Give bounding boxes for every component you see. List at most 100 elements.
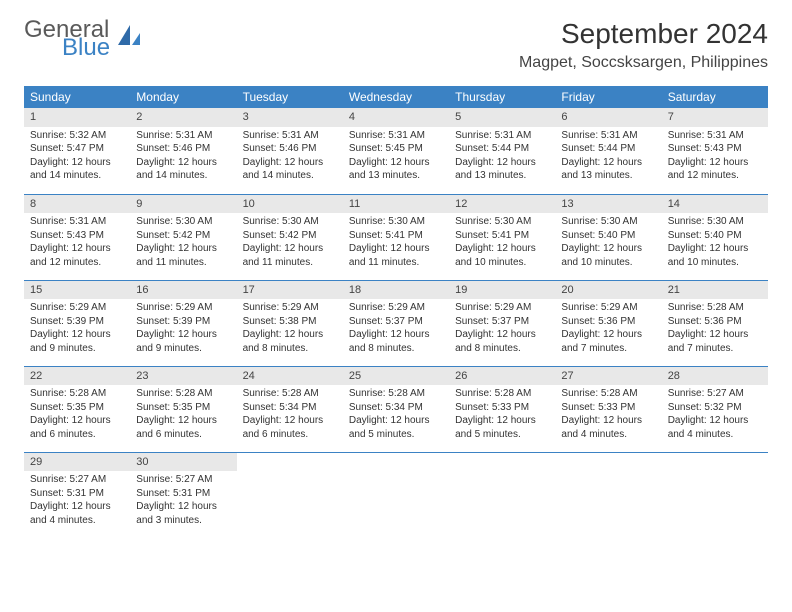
calendar-cell: 11Sunrise: 5:30 AMSunset: 5:41 PMDayligh… [343,194,449,280]
sunset-line: Sunset: 5:45 PM [349,142,443,156]
calendar-cell: 18Sunrise: 5:29 AMSunset: 5:37 PMDayligh… [343,280,449,366]
weekday-header: Monday [130,86,236,108]
daylight-line: Daylight: 12 hours and 10 minutes. [561,242,655,269]
daylight-line: Daylight: 12 hours and 8 minutes. [349,328,443,355]
day-body: Sunrise: 5:29 AMSunset: 5:39 PMDaylight:… [24,299,130,359]
sunrise-line: Sunrise: 5:30 AM [136,215,230,229]
sunset-line: Sunset: 5:36 PM [561,315,655,329]
day-number: 5 [449,108,555,127]
title-block: September 2024 Magpet, Soccsksargen, Phi… [519,18,768,72]
daylight-line: Daylight: 12 hours and 9 minutes. [30,328,124,355]
day-body: Sunrise: 5:31 AMSunset: 5:43 PMDaylight:… [24,213,130,273]
sunrise-line: Sunrise: 5:28 AM [136,387,230,401]
daylight-line: Daylight: 12 hours and 7 minutes. [561,328,655,355]
sunrise-line: Sunrise: 5:28 AM [30,387,124,401]
daylight-line: Daylight: 12 hours and 4 minutes. [561,414,655,441]
day-body: Sunrise: 5:31 AMSunset: 5:43 PMDaylight:… [662,127,768,187]
daylight-line: Daylight: 12 hours and 13 minutes. [561,156,655,183]
day-number: 29 [24,453,130,472]
daylight-line: Daylight: 12 hours and 10 minutes. [668,242,762,269]
day-body: Sunrise: 5:28 AMSunset: 5:34 PMDaylight:… [343,385,449,445]
day-body: Sunrise: 5:29 AMSunset: 5:38 PMDaylight:… [237,299,343,359]
sunrise-line: Sunrise: 5:28 AM [455,387,549,401]
calendar-cell: 17Sunrise: 5:29 AMSunset: 5:38 PMDayligh… [237,280,343,366]
day-body: Sunrise: 5:28 AMSunset: 5:33 PMDaylight:… [555,385,661,445]
calendar-cell: 13Sunrise: 5:30 AMSunset: 5:40 PMDayligh… [555,194,661,280]
day-body: Sunrise: 5:29 AMSunset: 5:37 PMDaylight:… [343,299,449,359]
sunrise-line: Sunrise: 5:27 AM [136,473,230,487]
calendar-body: 1Sunrise: 5:32 AMSunset: 5:47 PMDaylight… [24,108,768,538]
daylight-line: Daylight: 12 hours and 6 minutes. [136,414,230,441]
sunrise-line: Sunrise: 5:30 AM [349,215,443,229]
day-number: 11 [343,195,449,214]
sunset-line: Sunset: 5:37 PM [349,315,443,329]
daylight-line: Daylight: 12 hours and 5 minutes. [349,414,443,441]
daylight-line: Daylight: 12 hours and 8 minutes. [455,328,549,355]
calendar-cell: 7Sunrise: 5:31 AMSunset: 5:43 PMDaylight… [662,108,768,194]
calendar-cell: 5Sunrise: 5:31 AMSunset: 5:44 PMDaylight… [449,108,555,194]
sunset-line: Sunset: 5:42 PM [243,229,337,243]
day-body: Sunrise: 5:31 AMSunset: 5:46 PMDaylight:… [130,127,236,187]
sunrise-line: Sunrise: 5:29 AM [561,301,655,315]
sunrise-line: Sunrise: 5:31 AM [561,129,655,143]
sunset-line: Sunset: 5:40 PM [561,229,655,243]
sail-icon [116,23,142,56]
day-number: 20 [555,281,661,300]
sunrise-line: Sunrise: 5:29 AM [243,301,337,315]
calendar-cell: 25Sunrise: 5:28 AMSunset: 5:34 PMDayligh… [343,366,449,452]
sunset-line: Sunset: 5:35 PM [30,401,124,415]
calendar-cell: .. [343,452,449,538]
daylight-line: Daylight: 12 hours and 6 minutes. [243,414,337,441]
sunset-line: Sunset: 5:32 PM [668,401,762,415]
sunrise-line: Sunrise: 5:31 AM [455,129,549,143]
daylight-line: Daylight: 12 hours and 7 minutes. [668,328,762,355]
daylight-line: Daylight: 12 hours and 9 minutes. [136,328,230,355]
day-number: 25 [343,367,449,386]
day-number: 26 [449,367,555,386]
daylight-line: Daylight: 12 hours and 6 minutes. [30,414,124,441]
calendar-cell: .. [662,452,768,538]
day-body: Sunrise: 5:29 AMSunset: 5:36 PMDaylight:… [555,299,661,359]
day-body: Sunrise: 5:28 AMSunset: 5:36 PMDaylight:… [662,299,768,359]
daylight-line: Daylight: 12 hours and 12 minutes. [30,242,124,269]
day-body: Sunrise: 5:30 AMSunset: 5:41 PMDaylight:… [343,213,449,273]
calendar-cell: 1Sunrise: 5:32 AMSunset: 5:47 PMDaylight… [24,108,130,194]
sunrise-line: Sunrise: 5:29 AM [455,301,549,315]
sunrise-line: Sunrise: 5:31 AM [243,129,337,143]
sunrise-line: Sunrise: 5:27 AM [30,473,124,487]
day-body: Sunrise: 5:30 AMSunset: 5:42 PMDaylight:… [237,213,343,273]
day-number: 8 [24,195,130,214]
day-body: Sunrise: 5:29 AMSunset: 5:37 PMDaylight:… [449,299,555,359]
day-number: 22 [24,367,130,386]
sunrise-line: Sunrise: 5:30 AM [561,215,655,229]
day-body: Sunrise: 5:28 AMSunset: 5:35 PMDaylight:… [24,385,130,445]
day-body: Sunrise: 5:31 AMSunset: 5:45 PMDaylight:… [343,127,449,187]
calendar-cell: 2Sunrise: 5:31 AMSunset: 5:46 PMDaylight… [130,108,236,194]
calendar-cell: 10Sunrise: 5:30 AMSunset: 5:42 PMDayligh… [237,194,343,280]
day-number: 28 [662,367,768,386]
weekday-header: Sunday [24,86,130,108]
weekday-header: Saturday [662,86,768,108]
sunset-line: Sunset: 5:46 PM [243,142,337,156]
sunset-line: Sunset: 5:31 PM [30,487,124,501]
sunset-line: Sunset: 5:34 PM [349,401,443,415]
sunset-line: Sunset: 5:44 PM [455,142,549,156]
day-number: 7 [662,108,768,127]
sunrise-line: Sunrise: 5:31 AM [136,129,230,143]
daylight-line: Daylight: 12 hours and 11 minutes. [243,242,337,269]
sunrise-line: Sunrise: 5:30 AM [455,215,549,229]
daylight-line: Daylight: 12 hours and 14 minutes. [30,156,124,183]
calendar-cell: .. [555,452,661,538]
day-body: Sunrise: 5:31 AMSunset: 5:44 PMDaylight:… [555,127,661,187]
daylight-line: Daylight: 12 hours and 10 minutes. [455,242,549,269]
day-body: Sunrise: 5:30 AMSunset: 5:40 PMDaylight:… [662,213,768,273]
sunset-line: Sunset: 5:34 PM [243,401,337,415]
calendar-cell: 20Sunrise: 5:29 AMSunset: 5:36 PMDayligh… [555,280,661,366]
weekday-header: Friday [555,86,661,108]
calendar-cell: 22Sunrise: 5:28 AMSunset: 5:35 PMDayligh… [24,366,130,452]
calendar-cell: .. [237,452,343,538]
day-number: 30 [130,453,236,472]
calendar-cell: 26Sunrise: 5:28 AMSunset: 5:33 PMDayligh… [449,366,555,452]
weekday-header: Thursday [449,86,555,108]
sunset-line: Sunset: 5:43 PM [668,142,762,156]
